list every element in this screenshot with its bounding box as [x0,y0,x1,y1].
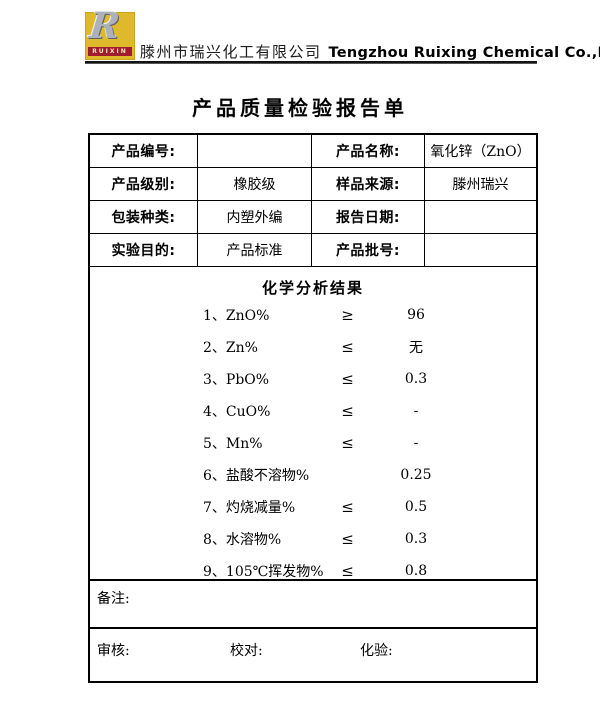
product-name-label: 产品名称: [312,135,425,167]
company-logo: R RUIXIN [85,5,135,60]
logo-ruixin-bar: RUIXIN [88,47,132,56]
report-date-value [425,201,536,233]
analysis-section-title: 化学分析结果 [261,279,364,297]
info-row-product-no: 产品编号: 产品名称: 氧化锌（ZnO） [90,135,536,168]
analysis-item: 5、Mn% ≤ - [90,427,536,459]
remarks-row: 备注: [90,581,536,629]
analysis-item-name: 5、Mn% [203,436,263,452]
analysis-item-symbol: ≤ [341,338,354,356]
analysis-item-symbol: ≤ [341,402,354,420]
analysis-item-value: - [413,403,419,419]
experiment-purpose-label: 实验目的: [90,234,198,266]
analysis-item-value: 0.5 [404,499,428,515]
logo-r-letter-icon: R [87,5,122,47]
analysis-item: 4、CuO% ≤ - [90,395,536,427]
analysis-item-value: 0.25 [400,467,432,483]
company-name-en: Tengzhou Ruixing Chemical Co.,Ltd. [328,45,600,61]
report-table: 产品编号: 产品名称: 氧化锌（ZnO） 产品级别: 橡胶级 样品来源: 滕州瑞… [88,133,538,683]
analysis-item-symbol: ≤ [341,498,354,516]
logo-ruixin-text: RUIXIN [92,47,128,55]
analysis-item: 2、Zn% ≤ 无 [90,331,536,363]
header-divider [85,61,537,64]
analysis-item-name: 9、105℃挥发物% [203,564,324,580]
analysis-item: 8、水溶物% ≤ 0.3 [90,523,536,555]
analysis-item-name: 8、水溶物% [203,532,282,548]
analysis-item-value: 0.8 [404,563,428,579]
analysis-item: 3、PbO% ≤ 0.3 [90,363,536,395]
analysis-item-symbol: ≤ [341,434,354,452]
product-grade-value: 橡胶级 [198,168,312,200]
batch-no-value [425,234,536,266]
analysis-item-name: 1、ZnO% [203,308,270,324]
batch-no-label: 产品批号: [312,234,425,266]
packaging-type-value: 内塑外编 [198,201,312,233]
proofread-label: 校对: [230,643,263,659]
sample-source-label: 样品来源: [312,168,425,200]
analysis-item-name: 6、盐酸不溶物% [203,468,310,484]
analysis-item-value: 96 [407,307,425,323]
analysis-item: 6、盐酸不溶物% 0.25 [90,459,536,491]
analysis-item-value: - [413,435,419,451]
analysis-section: 化学分析结果 1、ZnO% ≥ 96 2、Zn% ≤ 无 3、PbO% ≤ 0.… [90,267,536,581]
analysis-item-symbol: ≤ [341,370,354,388]
company-name-cn: 滕州市瑞兴化工有限公司 [140,43,322,61]
review-label: 审核: [97,643,130,659]
analysis-item-symbol: ≤ [341,530,354,548]
analysis-item: 1、ZnO% ≥ 96 [90,299,536,331]
packaging-type-label: 包装种类: [90,201,198,233]
company-header: 滕州市瑞兴化工有限公司 Tengzhou Ruixing Chemical Co… [140,41,600,61]
product-no-label: 产品编号: [90,135,198,167]
product-no-value [198,135,312,167]
analysis-item: 9、105℃挥发物% ≤ 0.8 [90,555,536,587]
analysis-item-value: 0.3 [404,531,428,547]
analysis-item-symbol: ≥ [341,306,354,324]
page-title: 产品质量检验报告单 [192,96,408,120]
analysis-item-name: 3、PbO% [203,372,270,388]
signature-row: 审核: 校对: 化验: [90,629,536,681]
analysis-item-value: 无 [409,340,423,356]
sample-source-value: 滕州瑞兴 [452,177,509,193]
analysis-item-name: 2、Zn% [203,340,258,356]
remarks-label: 备注: [97,591,130,607]
experiment-purpose-value: 产品标准 [198,234,312,266]
info-row-purpose: 实验目的: 产品标准 产品批号: [90,234,536,267]
product-grade-label: 产品级别: [90,168,198,200]
assay-label: 化验: [360,643,393,659]
info-row-packaging: 包装种类: 内塑外编 报告日期: [90,201,536,234]
analysis-item-value: 0.3 [404,371,428,387]
product-name-value: 氧化锌（ZnO） [430,144,531,160]
analysis-item: 7、灼烧减量% ≤ 0.5 [90,491,536,523]
analysis-item-symbol: ≤ [341,562,354,580]
analysis-item-name: 4、CuO% [203,404,271,420]
analysis-item-name: 7、灼烧减量% [203,500,296,516]
info-row-product-grade: 产品级别: 橡胶级 样品来源: 滕州瑞兴 [90,168,536,201]
report-date-label: 报告日期: [312,201,425,233]
